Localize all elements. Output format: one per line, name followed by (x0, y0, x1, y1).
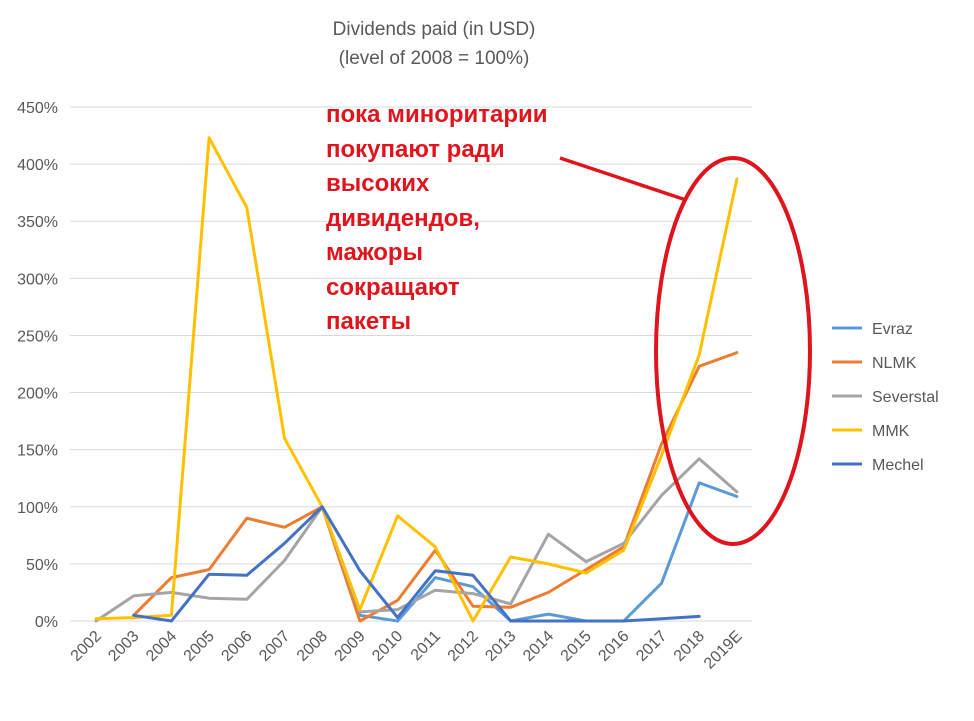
y-tick-label: 50% (26, 557, 58, 574)
series-line-evraz (320, 481, 739, 623)
y-tick-label: 450% (17, 100, 58, 117)
grid (70, 106, 752, 622)
series-line-nlmk (132, 351, 739, 623)
x-tick-label: 2017 (633, 628, 670, 665)
legend-label-nlmk: NLMK (872, 355, 917, 372)
series-line-mechel (132, 505, 701, 623)
x-tick-label: 2016 (595, 628, 632, 665)
x-tick-label: 2010 (369, 628, 406, 665)
y-tick-label: 250% (17, 328, 58, 345)
legend-label-severstal: Severstal (872, 389, 939, 406)
highlight-ellipse (654, 156, 812, 546)
series-line-mmk (94, 136, 739, 623)
highlight-arrow-line (559, 156, 687, 202)
x-tick-label: 2005 (181, 628, 218, 665)
x-axis-ticks: 2002 2003 2004 2005 2006 2007 2008 2009 2010 2011… (68, 628, 746, 673)
x-tick-label: 2014 (520, 628, 557, 665)
x-tick-label: 2007 (256, 628, 293, 665)
x-tick-label: 2003 (105, 628, 142, 665)
highlight-annotation (559, 156, 812, 546)
x-tick-label: 2011 (408, 628, 444, 664)
x-tick-label: 2015 (558, 628, 595, 665)
x-tick-label: 2002 (68, 628, 105, 665)
x-tick-label: 2019E (701, 628, 746, 673)
legend: Evraz NLMK Severstal MMK Mechel (832, 321, 939, 474)
chart-subtitle: (level of 2008 = 100%) (339, 48, 530, 69)
y-tick-label: 300% (17, 271, 58, 288)
legend-label-evraz: Evraz (872, 321, 913, 338)
y-tick-label: 0% (35, 614, 58, 631)
y-tick-label: 350% (17, 214, 58, 231)
annotation-text: пока миноритарии покупают ради высоких д… (326, 101, 548, 335)
x-tick-label: 2012 (445, 628, 482, 665)
x-tick-label: 2008 (294, 628, 331, 665)
series-lines (94, 136, 739, 623)
y-tick-label: 400% (17, 157, 58, 174)
y-tick-label: 100% (17, 500, 58, 517)
x-tick-label: 2013 (482, 628, 519, 665)
y-tick-label: 150% (17, 443, 58, 460)
legend-label-mechel: Mechel (872, 457, 924, 474)
y-tick-label: 200% (17, 386, 58, 403)
chart-title: Dividends paid (in USD) (333, 19, 536, 40)
x-tick-label: 2009 (332, 628, 369, 665)
x-tick-label: 2004 (143, 628, 180, 665)
x-tick-label: 2006 (218, 628, 255, 665)
y-axis-ticks: 0% 50% 100% 150% 200% 250% 300% 350% 400% 450% (17, 100, 58, 631)
legend-label-mmk: MMK (872, 423, 910, 440)
